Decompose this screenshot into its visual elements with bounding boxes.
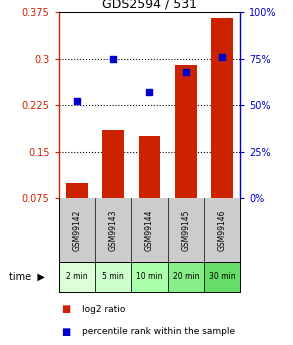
Text: 20 min: 20 min [173, 272, 199, 282]
Text: 30 min: 30 min [209, 272, 235, 282]
Bar [204, 262, 240, 292]
Text: ■: ■ [62, 327, 71, 336]
Bar [59, 262, 95, 292]
Text: percentile rank within the sample: percentile rank within the sample [82, 327, 235, 336]
Point [220, 54, 224, 60]
Point [183, 69, 188, 75]
Text: 5 min: 5 min [102, 272, 124, 282]
Text: time  ▶: time ▶ [9, 272, 45, 282]
Bar [168, 262, 204, 292]
Text: 2 min: 2 min [66, 272, 88, 282]
Text: ■: ■ [62, 304, 71, 314]
Text: GSM99146: GSM99146 [218, 209, 226, 251]
Point [147, 89, 152, 95]
Point [74, 99, 79, 104]
Bar [95, 262, 131, 292]
Text: GSM99145: GSM99145 [181, 209, 190, 251]
Text: log2 ratio: log2 ratio [82, 305, 125, 314]
Text: GSM99144: GSM99144 [145, 209, 154, 251]
Bar [66, 183, 88, 198]
Bar [211, 18, 233, 198]
Text: 10 min: 10 min [136, 272, 163, 282]
Point [111, 56, 115, 61]
Title: GDS2594 / 531: GDS2594 / 531 [102, 0, 197, 11]
Bar [131, 262, 168, 292]
Text: GSM99143: GSM99143 [109, 209, 117, 251]
Text: GSM99142: GSM99142 [72, 210, 81, 251]
Bar [175, 65, 197, 198]
Bar [102, 130, 124, 198]
Bar [139, 136, 160, 198]
